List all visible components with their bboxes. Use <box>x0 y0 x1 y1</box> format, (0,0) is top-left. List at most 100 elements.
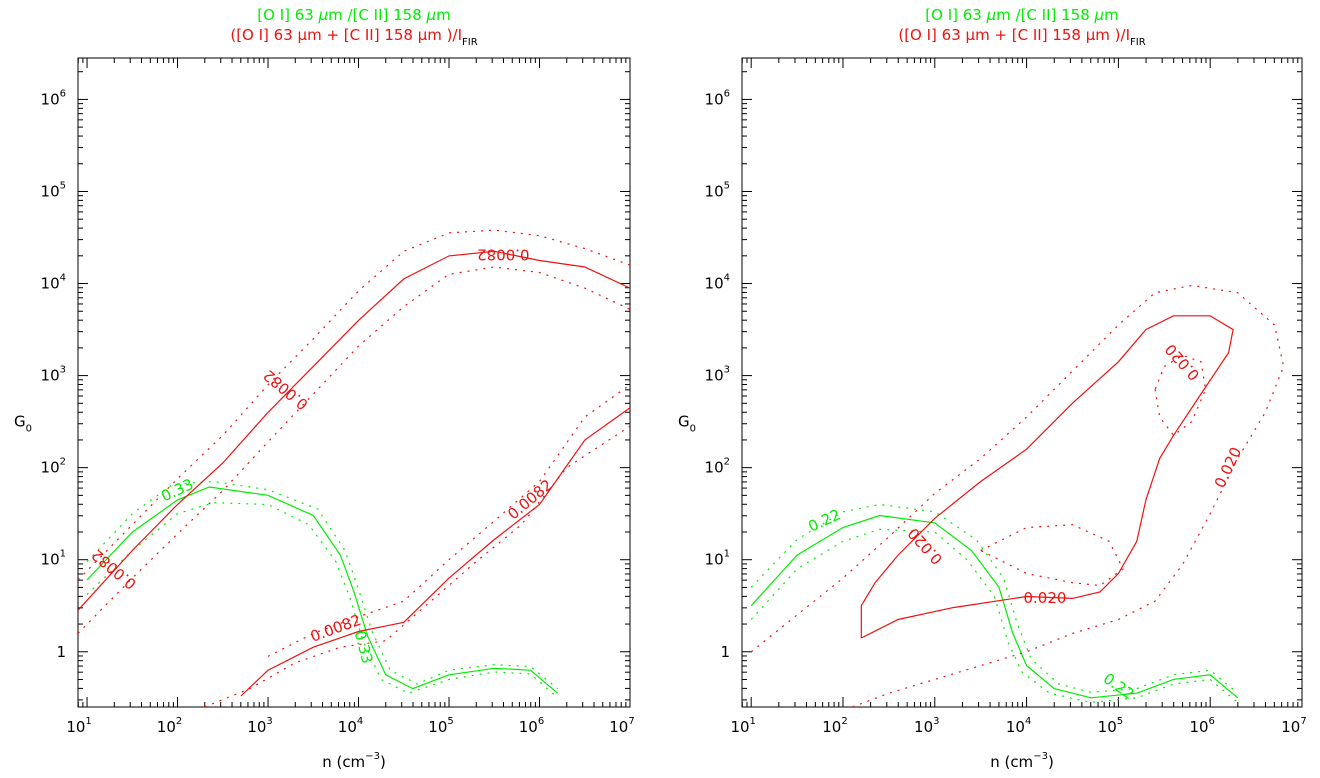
y-tick-base: 10 <box>705 367 724 385</box>
x-tick-exp: 7 <box>1300 716 1306 727</box>
y-tick-base: 10 <box>41 275 60 293</box>
x-tick-label: 107 <box>1281 716 1306 736</box>
y-tick-base: 1 <box>720 643 730 661</box>
x-axis-label-main: n (cm <box>990 753 1033 771</box>
y-tick-exp: 3 <box>724 365 730 376</box>
x-tick-label: 106 <box>519 716 544 736</box>
x-tick-base: 10 <box>157 718 176 736</box>
x-tick-exp: 3 <box>933 716 939 727</box>
x-tick-label: 105 <box>1098 716 1123 736</box>
x-tick-label: 107 <box>609 716 634 736</box>
x-axis-label-sup: −3 <box>365 751 380 762</box>
y-tick-exp: 6 <box>60 88 66 99</box>
title-line-1: [O I] 63 μm /[C II] 158 μm <box>925 6 1118 24</box>
y-tick-exp: 4 <box>60 273 66 284</box>
x-tick-exp: 6 <box>1209 716 1215 727</box>
y-tick-base: 10 <box>41 459 60 477</box>
y-tick-exp: 5 <box>60 180 66 191</box>
y-tick-base: 10 <box>41 90 60 108</box>
title-1-part: m /[C II] 158 <box>996 6 1094 24</box>
y-tick-exp: 2 <box>724 457 730 468</box>
x-tick-exp: 4 <box>1025 716 1031 727</box>
chart-right: 101 102 103 104 105 106 1071101102103104105106… <box>678 6 1307 771</box>
y-tick-exp: 6 <box>724 88 730 99</box>
title-1-mu: μ <box>318 6 329 24</box>
contour-label-5: 0.020 <box>1023 589 1066 607</box>
x-tick-exp: 6 <box>538 716 544 727</box>
x-axis-label-end: ) <box>1048 753 1054 771</box>
title-2-main: ([O I] 63 μm + [C II] 158 μm )/I <box>230 26 462 44</box>
y-tick-exp: 2 <box>60 457 66 468</box>
x-tick-base: 10 <box>428 718 447 736</box>
y-tick-label: 105 <box>705 180 730 200</box>
contour-dotted-2 <box>750 528 1239 704</box>
title-line-2: ([O I] 63 μm + [C II] 158 μm )/IFIR <box>898 26 1145 48</box>
contour-solid-3 <box>78 250 630 611</box>
contour-dotted-8 <box>204 425 630 707</box>
x-tick-base: 10 <box>914 718 933 736</box>
contour-solid-3 <box>860 315 1234 639</box>
contour-dotted-7 <box>267 384 630 657</box>
y-axis-label: G0 <box>678 413 696 435</box>
x-tick-exp: 7 <box>628 716 634 727</box>
x-tick-label: 101 <box>66 716 91 736</box>
y-tick-label: 102 <box>705 457 730 477</box>
chart-left: 101 102 103 104 105 106 1071101102103104105106… <box>14 6 635 771</box>
title-1-mu: μ <box>426 6 437 24</box>
title-2-sub: FIR <box>462 37 478 48</box>
x-tick-base: 10 <box>609 718 628 736</box>
x-tick-label: 106 <box>1189 716 1214 736</box>
y-tick-label: 102 <box>41 457 66 477</box>
x-tick-label: 105 <box>428 716 453 736</box>
x-tick-base: 10 <box>1189 718 1208 736</box>
x-axis-label: n (cm−3) <box>322 751 386 771</box>
y-tick-base: 10 <box>41 551 60 569</box>
title-1-part: m <box>436 6 451 24</box>
y-axis-label-main: G <box>678 413 690 431</box>
contour-label-2: 0.020 <box>904 524 946 568</box>
y-tick-label: 103 <box>705 365 730 385</box>
y-axis-label-main: G <box>14 413 26 431</box>
contour-label-3: 0.0082 <box>260 366 312 414</box>
contour-solid-0 <box>750 514 1239 699</box>
title-1-part: m /[C II] 158 <box>328 6 426 24</box>
x-tick-label: 103 <box>914 716 939 736</box>
x-tick-exp: 2 <box>176 716 182 727</box>
x-tick-label: 104 <box>338 716 363 736</box>
plot-frame <box>741 57 1303 708</box>
title-1-part: [O I] 63 <box>257 6 318 24</box>
y-tick-base: 10 <box>705 551 724 569</box>
contour-dotted-5 <box>78 266 630 634</box>
x-tick-base: 10 <box>822 718 841 736</box>
title-2-main: ([O I] 63 μm + [C II] 158 μm )/I <box>898 26 1130 44</box>
x-axis-label-end: ) <box>380 753 386 771</box>
contour-lines <box>750 284 1285 707</box>
x-tick-exp: 5 <box>1117 716 1123 727</box>
y-tick-exp: 1 <box>60 549 66 560</box>
y-tick-label: 106 <box>705 88 730 108</box>
y-axis-label-sub: 0 <box>690 424 696 435</box>
title-1-mu: μ <box>986 6 997 24</box>
y-tick-label: 1 <box>720 643 730 661</box>
x-tick-exp: 5 <box>447 716 453 727</box>
x-tick-label: 102 <box>822 716 847 736</box>
x-tick-exp: 1 <box>85 716 91 727</box>
y-tick-base: 10 <box>41 367 60 385</box>
x-tick-label: 102 <box>157 716 182 736</box>
title-2-sub: FIR <box>1130 37 1146 48</box>
contour-label-4: 0.0082 <box>477 246 530 264</box>
y-axis-label-sub: 0 <box>26 424 32 435</box>
title-1-part: [O I] 63 <box>925 6 986 24</box>
x-tick-label: 103 <box>247 716 272 736</box>
contour-dotted-4 <box>78 229 630 581</box>
y-tick-exp: 1 <box>724 549 730 560</box>
plot-frame <box>77 57 631 708</box>
y-axis-label: G0 <box>14 413 32 435</box>
title-1-part: m <box>1104 6 1119 24</box>
contour-label-1: 0.33 <box>351 629 377 666</box>
x-tick-label: 104 <box>1006 716 1031 736</box>
y-tick-base: 10 <box>705 182 724 200</box>
y-tick-base: 1 <box>56 643 66 661</box>
y-tick-label: 1 <box>56 643 66 661</box>
